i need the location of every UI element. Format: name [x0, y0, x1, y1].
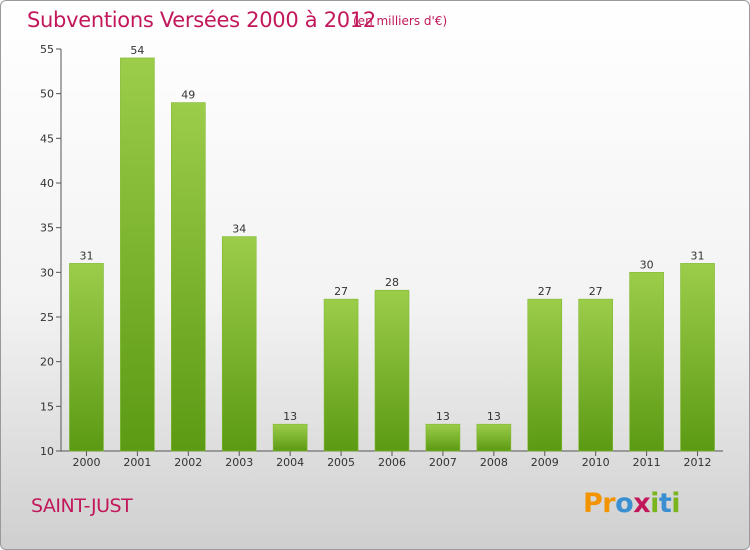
x-tick-label: 2004	[276, 456, 304, 469]
bar	[120, 57, 155, 452]
logo-letter: i	[671, 488, 681, 519]
bar	[323, 298, 359, 452]
x-tick-label: 2007	[429, 456, 457, 469]
y-tick-label: 50	[40, 88, 54, 101]
x-tick-label: 2011	[633, 456, 661, 469]
y-tick-label: 35	[40, 222, 54, 235]
bar	[578, 298, 613, 452]
bar-value-label: 30	[640, 258, 654, 271]
y-tick-label: 10	[40, 445, 54, 458]
bar-value-label: 49	[181, 89, 195, 102]
bar-value-label: 28	[385, 276, 399, 289]
bar-value-label: 13	[283, 410, 297, 423]
bar-value-label: 34	[232, 223, 246, 236]
y-tick-label: 45	[40, 132, 54, 145]
bar	[476, 423, 512, 452]
y-tick-label: 20	[40, 356, 54, 369]
bar	[425, 423, 461, 452]
x-tick-label: 2008	[480, 456, 508, 469]
chart-title: Subventions Versées 2000 à 2012	[27, 8, 376, 32]
bar-value-label: 54	[130, 44, 144, 57]
bar	[272, 423, 308, 452]
bar	[629, 272, 664, 452]
logo-letter: r	[602, 488, 616, 519]
x-tick-label: 2005	[327, 456, 355, 469]
x-tick-label: 2010	[582, 456, 610, 469]
proxiti-logo: Proxiti	[583, 488, 681, 519]
logo-letter: t	[658, 488, 672, 519]
bar	[680, 263, 715, 452]
logo-letter: o	[615, 488, 634, 519]
bar-value-label: 13	[436, 410, 450, 423]
y-tick-label: 30	[40, 266, 54, 279]
bar-value-label: 13	[487, 410, 501, 423]
bar-value-label: 27	[334, 285, 348, 298]
x-tick-label: 2003	[225, 456, 253, 469]
x-tick-label: 2000	[72, 456, 100, 469]
y-tick-label: 15	[40, 400, 54, 413]
bar	[69, 263, 104, 452]
x-tick-label: 2012	[684, 456, 712, 469]
x-tick-label: 2001	[123, 456, 151, 469]
commune-name: SAINT-JUST	[31, 495, 133, 517]
bar-value-label: 27	[589, 285, 603, 298]
logo-letter: P	[583, 488, 603, 519]
bar	[171, 102, 206, 452]
x-tick-label: 2006	[378, 456, 406, 469]
x-tick-label: 2002	[174, 456, 202, 469]
y-tick-label: 25	[40, 311, 54, 324]
y-tick-label: 40	[40, 177, 54, 190]
bar-value-label: 31	[691, 249, 705, 262]
bar-value-label: 27	[538, 285, 552, 298]
chart-unit: (en milliers d'€)	[353, 14, 448, 28]
bar-value-label: 31	[79, 249, 93, 262]
logo-letter: x	[633, 488, 651, 519]
y-tick-label: 55	[40, 43, 54, 56]
logo-letter: i	[650, 488, 659, 519]
bar	[527, 298, 563, 452]
bar	[374, 289, 410, 452]
x-tick-label: 2009	[531, 456, 559, 469]
bar	[221, 236, 257, 452]
